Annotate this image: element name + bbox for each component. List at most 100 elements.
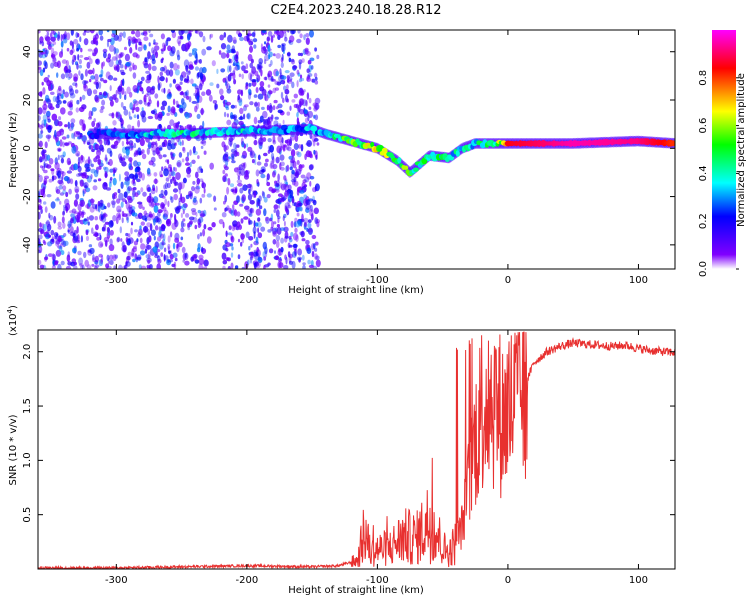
- noise-speck: [119, 114, 122, 122]
- noise-speck: [114, 140, 119, 146]
- noise-speck: [45, 134, 52, 139]
- noise-speck: [123, 155, 126, 161]
- noise-speck: [127, 206, 132, 213]
- noise-speck: [237, 175, 240, 180]
- noise-speck: [145, 70, 151, 74]
- noise-speck: [100, 77, 104, 82]
- noise-speck: [309, 180, 312, 187]
- noise-speck: [194, 61, 197, 65]
- noise-speck: [256, 74, 261, 82]
- noise-speck: [291, 81, 295, 89]
- colorbar-label: Normalized spectral amplitude: [736, 73, 747, 227]
- noise-speck: [224, 80, 227, 87]
- noise-speck: [141, 149, 145, 154]
- noise-speck: [192, 146, 196, 154]
- noise-speck: [289, 166, 293, 171]
- noise-speck: [44, 94, 50, 102]
- noise-speck: [45, 30, 50, 33]
- noise-speck: [276, 145, 282, 154]
- noise-speck: [298, 98, 304, 106]
- noise-speck: [297, 30, 301, 34]
- noise-speck: [289, 78, 293, 83]
- noise-speck: [190, 256, 194, 262]
- noise-speck: [67, 76, 71, 81]
- noise-speck: [48, 43, 55, 47]
- noise-speck: [245, 83, 249, 90]
- noise-speck: [259, 115, 264, 123]
- noise-speck: [255, 87, 259, 93]
- noise-speck: [152, 187, 155, 191]
- noise-speck: [43, 201, 47, 205]
- noise-speck: [228, 65, 232, 73]
- noise-speck: [69, 122, 75, 128]
- noise-speck: [251, 32, 256, 37]
- noise-speck: [48, 178, 53, 183]
- noise-speck: [263, 76, 267, 81]
- noise-speck: [297, 248, 302, 256]
- noise-speck: [194, 224, 198, 230]
- figure-title: C2E4.2023.240.18.28.R12: [270, 3, 441, 18]
- noise-speck: [267, 73, 270, 78]
- noise-speck: [223, 164, 227, 169]
- x-tick-label: -200: [236, 575, 259, 586]
- noise-speck: [174, 237, 180, 243]
- noise-speck: [38, 30, 41, 34]
- noise-speck: [265, 158, 269, 163]
- noise-speck: [260, 226, 266, 232]
- noise-speck: [98, 30, 103, 36]
- noise-speck: [149, 223, 153, 232]
- noise-speck: [117, 209, 122, 213]
- noise-speck: [169, 119, 175, 126]
- noise-speck: [87, 55, 91, 60]
- noise-speck: [129, 116, 133, 120]
- noise-speck: [316, 142, 320, 146]
- noise-speck: [108, 181, 112, 188]
- noise-speck: [46, 32, 50, 36]
- noise-speck: [92, 185, 98, 191]
- noise-speck: [126, 141, 130, 145]
- noise-speck: [267, 90, 273, 95]
- noise-speck: [268, 248, 274, 254]
- noise-speck: [167, 92, 173, 98]
- noise-speck: [125, 177, 131, 186]
- noise-speck: [84, 69, 88, 77]
- noise-speck: [146, 264, 151, 269]
- noise-speck: [163, 184, 167, 190]
- noise-speck: [46, 223, 52, 232]
- noise-speck: [200, 168, 204, 173]
- noise-speck: [161, 224, 166, 230]
- noise-speck: [296, 69, 300, 75]
- x-tick-label: 0: [505, 275, 511, 286]
- noise-speck: [97, 178, 102, 182]
- noise-speck: [257, 221, 262, 228]
- noise-speck: [83, 38, 89, 46]
- noise-speck: [276, 227, 278, 234]
- noise-speck: [296, 80, 299, 88]
- noise-speck: [70, 30, 75, 36]
- noise-speck: [141, 173, 146, 181]
- noise-speck: [84, 169, 88, 173]
- noise-speck: [62, 141, 65, 148]
- noise-speck: [198, 216, 204, 223]
- noise-speck: [162, 206, 167, 212]
- noise-speck: [129, 47, 133, 54]
- noise-speck: [58, 180, 64, 186]
- noise-speck: [148, 211, 152, 218]
- noise-speck: [79, 96, 82, 102]
- noise-speck: [80, 73, 84, 81]
- noise-speck: [63, 34, 67, 40]
- noise-speck: [248, 213, 253, 217]
- noise-speck: [67, 110, 73, 116]
- noise-speck: [220, 52, 227, 59]
- noise-speck: [301, 213, 304, 222]
- noise-speck: [83, 251, 87, 259]
- noise-speck: [113, 167, 116, 176]
- noise-speck: [275, 209, 280, 217]
- noise-speck: [290, 231, 294, 237]
- noise-speck: [93, 179, 97, 183]
- noise-speck: [186, 166, 192, 175]
- noise-speck: [71, 208, 77, 214]
- noise-speck: [182, 208, 185, 215]
- noise-speck: [48, 84, 51, 92]
- noise-speck: [112, 173, 115, 177]
